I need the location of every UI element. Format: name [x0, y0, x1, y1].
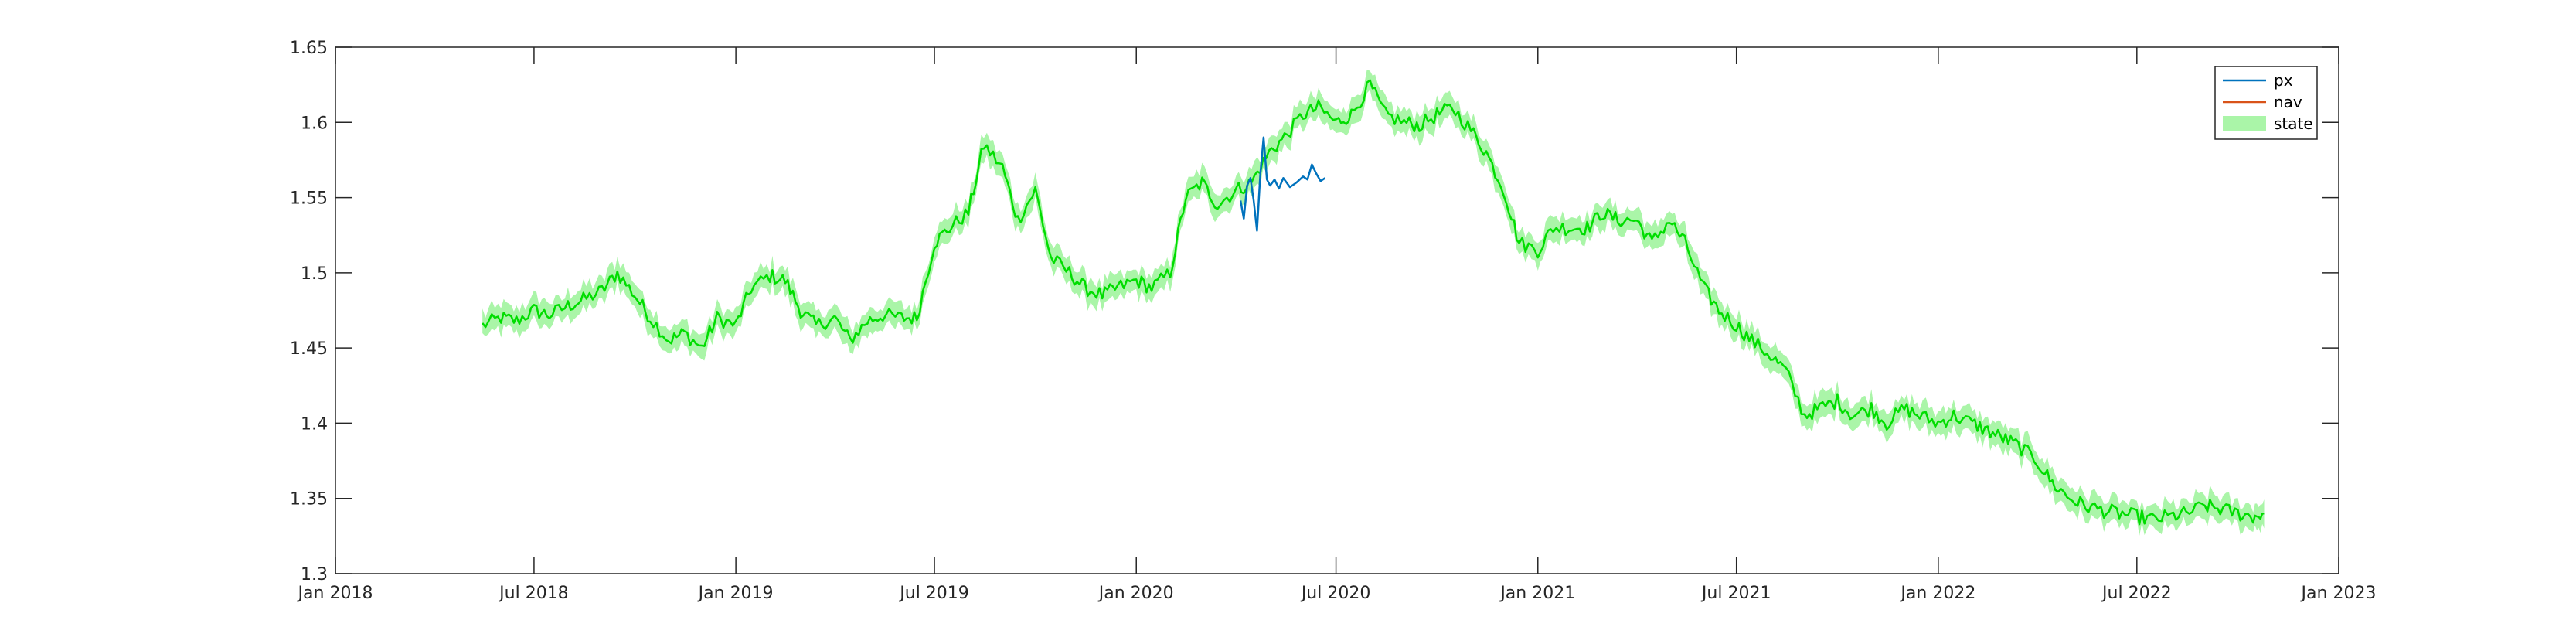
legend-label-nav: nav — [2274, 93, 2302, 111]
x-tick-label: Jul 2020 — [1300, 584, 1371, 603]
legend-swatch-state — [2223, 116, 2266, 131]
axes-box — [335, 46, 2339, 574]
x-tick-label: Jul 2021 — [1700, 584, 1771, 603]
x-tick-label: Jul 2019 — [898, 584, 969, 603]
x-tick-label: Jan 2021 — [1499, 584, 1575, 603]
x-tick-label: Jan 2022 — [1899, 584, 1975, 603]
x-tick-label: Jul 2022 — [2101, 584, 2172, 603]
y-tick-label: 1.55 — [290, 189, 328, 209]
axes-background — [335, 47, 2339, 574]
y-tick-label: 1.3 — [301, 565, 328, 584]
y-tick-label: 1.6 — [301, 114, 328, 133]
x-tick-label: Jan 2020 — [1097, 584, 1174, 603]
series-line-layer — [482, 79, 2265, 526]
state-band-layer — [482, 70, 2265, 536]
legend-label-px: px — [2274, 71, 2293, 90]
tick-layer: 1.3 1.35 1.4 1.45 1.5 1.55 1.6 1.65 Jan 2018 Jul … — [290, 39, 2376, 603]
legend-label-state: state — [2274, 114, 2313, 133]
y-tick-label: 1.45 — [290, 339, 328, 359]
y-tick-label: 1.4 — [301, 414, 328, 434]
px-line — [1239, 136, 1326, 232]
x-tick-label: Jan 2018 — [297, 584, 373, 603]
y-tick-label: 1.35 — [290, 490, 328, 509]
state-band — [482, 70, 2265, 536]
x-tick-label: Jan 2019 — [697, 584, 774, 603]
x-tick-label: Jan 2023 — [2300, 584, 2377, 603]
y-tick-label: 1.5 — [301, 264, 328, 284]
state-line — [482, 79, 2265, 526]
x-tick-label: Jul 2018 — [498, 584, 569, 603]
legend: px nav state — [2214, 66, 2318, 140]
y-tick-label: 1.65 — [290, 39, 328, 58]
